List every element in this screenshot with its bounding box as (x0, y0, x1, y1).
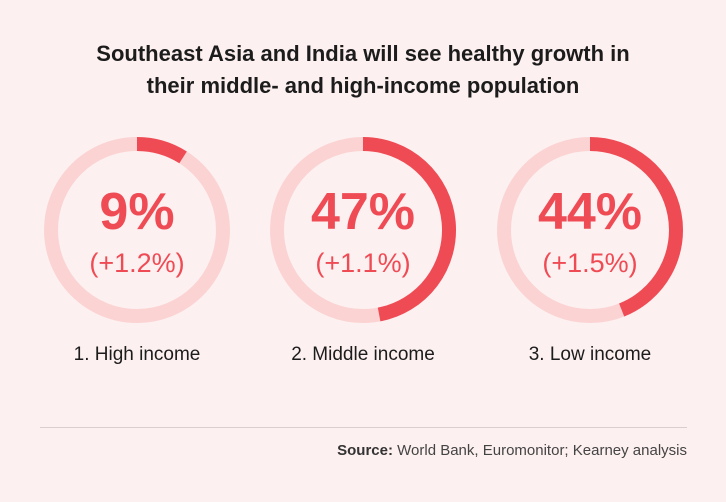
donut-arc-high-income (136, 137, 187, 164)
chart-title-line-1: Southeast Asia and India will see health… (96, 41, 630, 66)
value-middle-income: 47% (310, 183, 416, 241)
label-low-income: 3. Low income (528, 344, 652, 365)
source-label: Source: (337, 442, 393, 459)
donut-panel-middle-income: 47% (+1.1%) 2. Middle income (263, 130, 463, 370)
donut-middle-income (270, 137, 456, 323)
value-high-income: 9% (99, 183, 175, 241)
value-low-income: 44% (537, 183, 643, 241)
chart-title-line-2: their middle- and high-income population (146, 73, 580, 98)
donut-arc-middle-income (362, 137, 456, 322)
change-middle-income: (+1.1%) (315, 248, 411, 278)
label-middle-income: 2. Middle income (291, 344, 435, 365)
donut-low-income (497, 137, 683, 323)
label-high-income: 1. High income (73, 344, 201, 365)
chart-title: Southeast Asia and India will see health… (0, 38, 726, 102)
source-note: Source: World Bank, Euromonitor; Kearney… (337, 442, 687, 459)
change-low-income: (+1.5%) (542, 248, 638, 278)
donut-panel-high-income: 9% (+1.2%) 1. High income (37, 130, 237, 370)
donut-arc-low-income (589, 137, 683, 317)
source-text: World Bank, Euromonitor; Kearney analysi… (397, 442, 687, 459)
change-high-income: (+1.2%) (89, 248, 185, 278)
divider (40, 427, 687, 428)
donut-high-income (44, 137, 230, 323)
donut-panel-low-income: 44% (+1.5%) 3. Low income (490, 130, 690, 370)
